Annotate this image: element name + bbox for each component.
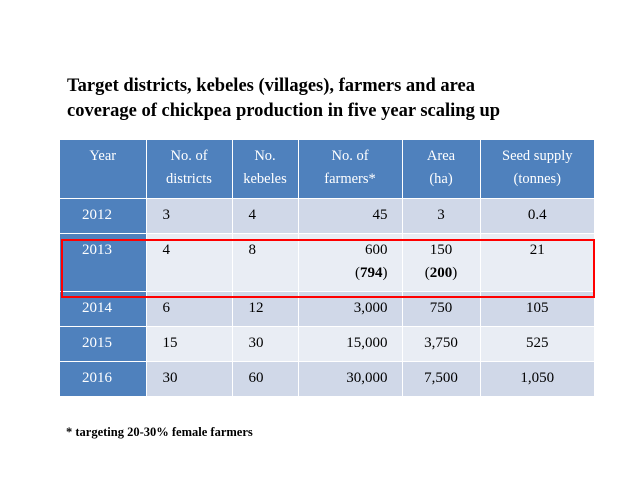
table-row: 2015 15 30 15,000 3,750 525 — [60, 325, 594, 361]
cell-year: 2013 — [60, 232, 147, 291]
farmers-value: 600 — [365, 241, 388, 258]
cell-kebeles: 60 — [232, 360, 299, 396]
area-extra-value: 200 — [429, 264, 453, 281]
header-year: Year — [60, 140, 147, 198]
header-kebeles: No. kebeles — [232, 140, 299, 198]
cell-seed: 1,050 — [480, 360, 594, 396]
cell-farmers: 30,000 — [298, 360, 403, 396]
footnote: * targeting 20-30% female farmers — [66, 425, 253, 439]
header-seed-line1: Seed supply — [502, 148, 573, 164]
cell-seed: 525 — [480, 325, 594, 361]
header-area: Area (ha) — [402, 140, 481, 198]
slide-title: Target districts, kebeles (villages), fa… — [67, 74, 627, 124]
table-row: 2012 3 4 45 3 0.4 — [60, 197, 594, 233]
cell-seed: 0.4 — [480, 197, 594, 233]
cell-seed: 21 — [480, 232, 594, 291]
header-districts: No. of districts — [146, 140, 233, 198]
highlight-box — [61, 239, 595, 298]
area-value: 150 — [429, 241, 453, 258]
header-farmers-line1: No. of — [331, 148, 369, 164]
title-line-1: Target districts, kebeles (villages), fa… — [67, 76, 475, 96]
table-row: 2016 30 60 30,000 7,500 1,050 — [60, 360, 594, 396]
title-line-2: coverage of chickpea production in five … — [67, 101, 501, 121]
cell-area: 3 — [402, 197, 481, 233]
cell-districts: 4 — [146, 232, 233, 291]
cell-area: 3,750 — [402, 325, 481, 361]
header-districts-line2: districts — [166, 171, 212, 187]
cell-year: 2012 — [60, 197, 147, 233]
cell-area: 150 (200) — [402, 232, 481, 291]
cell-farmers: 15,000 — [298, 325, 403, 361]
cell-districts: 15 — [146, 325, 233, 361]
cell-year: 2016 — [60, 360, 147, 396]
cell-year: 2015 — [60, 325, 147, 361]
cell-districts: 3 — [146, 197, 233, 233]
header-farmers-line2: farmers* — [324, 171, 376, 187]
table-header-row: Year No. of districts No. kebeles No. of… — [60, 140, 594, 198]
header-districts-line1: No. of — [170, 148, 208, 164]
cell-farmers: 600 (794) — [298, 232, 403, 291]
header-year-label: Year — [89, 148, 117, 164]
cell-kebeles: 4 — [232, 197, 299, 233]
header-area-line2: (ha) — [429, 171, 453, 187]
header-seed-line2: (tonnes) — [513, 171, 561, 187]
cell-kebeles: 30 — [232, 325, 299, 361]
area-extra: (200) — [424, 264, 458, 281]
header-farmers: No. of farmers* — [298, 140, 403, 198]
header-seed: Seed supply (tonnes) — [480, 140, 594, 198]
header-kebeles-line1: No. — [254, 148, 276, 164]
header-kebeles-line2: kebeles — [243, 171, 287, 187]
header-area-line1: Area — [426, 148, 456, 164]
farmers-extra-value: 794 — [360, 264, 383, 281]
cell-farmers: 45 — [298, 197, 403, 233]
cell-kebeles: 8 — [232, 232, 299, 291]
table-row-highlighted: 2013 4 8 600 (794) 150 (200) 21 — [60, 232, 594, 291]
cell-area: 7,500 — [402, 360, 481, 396]
farmers-extra: (794) — [355, 264, 388, 281]
cell-districts: 30 — [146, 360, 233, 396]
